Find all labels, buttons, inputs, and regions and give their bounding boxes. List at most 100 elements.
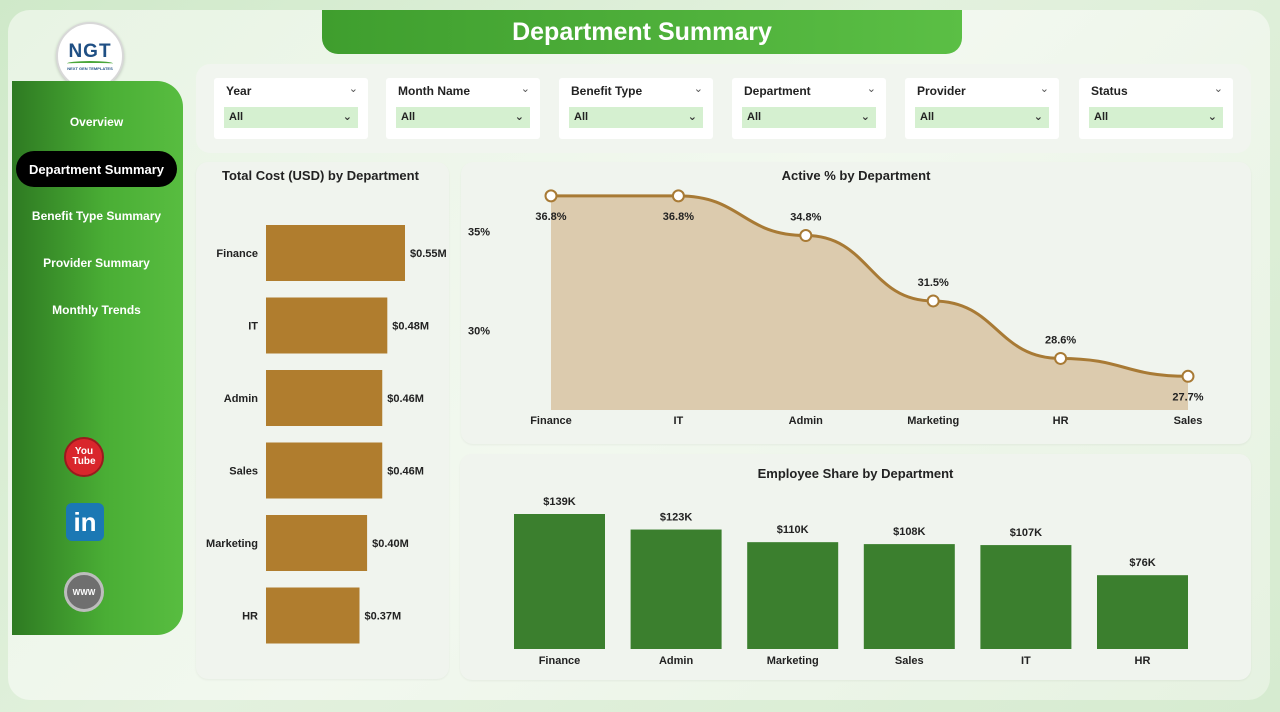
data-point bbox=[671, 189, 685, 203]
chevron-down-icon[interactable]: ⌄ bbox=[348, 83, 358, 95]
data-label: $0.37M bbox=[365, 611, 402, 623]
month-name-select[interactable]: All ⌄ bbox=[396, 107, 530, 128]
filter-year: Year ⌄ All ⌄ bbox=[214, 78, 368, 139]
filter-provider: Provider ⌄ All ⌄ bbox=[905, 78, 1059, 139]
x-tick-label: Finance bbox=[539, 655, 581, 667]
status-select[interactable]: All ⌄ bbox=[1089, 107, 1223, 128]
x-tick-label: Finance bbox=[530, 415, 572, 427]
data-label: $110K bbox=[777, 524, 809, 536]
bar bbox=[266, 587, 360, 644]
nav-benefit-type-summary[interactable]: Benefit Type Summary bbox=[31, 209, 162, 223]
active-percent-card: Active % by Department 35% 30% 36.8% Financ… bbox=[461, 162, 1251, 444]
data-label: $139K bbox=[543, 496, 575, 508]
filter-department: Department ⌄ All ⌄ bbox=[732, 78, 886, 139]
logo-swoosh bbox=[67, 61, 113, 66]
filter-label: Department bbox=[744, 84, 811, 98]
x-tick-label: HR bbox=[1135, 655, 1151, 667]
x-tick-label: Sales bbox=[895, 655, 924, 667]
total-cost-chart: Finance $0.55M IT $0.48M Admin $0.46M Sales $0.… bbox=[206, 225, 447, 644]
filter-label: Provider bbox=[917, 84, 966, 98]
nav-monthly-trends[interactable]: Monthly Trends bbox=[52, 303, 141, 317]
logo-text: NGT bbox=[68, 41, 112, 62]
x-tick-label: Marketing bbox=[767, 655, 819, 667]
total-cost-card: Total Cost (USD) by Department Finance $0… bbox=[196, 162, 449, 679]
filter-label: Status bbox=[1091, 84, 1128, 98]
chart-title: Total Cost (USD) by Department bbox=[222, 168, 419, 183]
chevron-down-icon[interactable]: ⌄ bbox=[1039, 83, 1049, 95]
chevron-down-icon: ⌄ bbox=[687, 111, 697, 123]
employee-share-card: Employee Share by Department $139K Financ… bbox=[460, 454, 1251, 680]
data-point bbox=[544, 189, 558, 203]
chevron-down-icon[interactable]: ⌄ bbox=[520, 83, 530, 95]
filter-month-name: Month Name ⌄ All ⌄ bbox=[386, 78, 540, 139]
chevron-down-icon[interactable]: ⌄ bbox=[693, 83, 703, 95]
filter-status: Status ⌄ All ⌄ bbox=[1079, 78, 1233, 139]
x-tick-label: HR bbox=[1053, 415, 1069, 427]
bar bbox=[980, 545, 1072, 649]
bar bbox=[266, 370, 383, 426]
category-label: Admin bbox=[224, 393, 259, 405]
active-percent-chart: 35% 30% 36.8% Finance 36.8% IT 34.8% Admin 31.5%… bbox=[468, 189, 1204, 427]
bar bbox=[266, 225, 405, 281]
x-tick-label: IT bbox=[674, 415, 684, 427]
filter-value: All bbox=[229, 111, 244, 123]
y-tick-label: 35% bbox=[468, 227, 490, 239]
bar bbox=[630, 529, 722, 649]
filter-value: All bbox=[1094, 111, 1109, 123]
bar bbox=[1097, 575, 1188, 649]
youtube-icon-bottom: Tube bbox=[72, 456, 96, 467]
logo: NGT NEXT GEN TEMPLATES bbox=[56, 22, 124, 90]
data-point bbox=[1181, 369, 1195, 383]
year-select[interactable]: All ⌄ bbox=[224, 107, 358, 128]
category-label: Finance bbox=[216, 248, 258, 260]
data-label: $0.48M bbox=[392, 321, 429, 333]
x-tick-label: Marketing bbox=[907, 415, 959, 427]
nav-overview[interactable]: Overview bbox=[69, 115, 124, 129]
x-tick-label: Admin bbox=[789, 415, 824, 427]
chevron-down-icon: ⌄ bbox=[514, 111, 524, 123]
chevron-down-icon[interactable]: ⌄ bbox=[866, 83, 876, 95]
employee-share-chart: $139K Finance $123K Admin $110K Marketing $108… bbox=[514, 496, 1188, 667]
chevron-down-icon: ⌄ bbox=[1033, 111, 1043, 123]
data-label: $108K bbox=[893, 526, 925, 538]
linkedin-icon[interactable]: in bbox=[66, 503, 104, 541]
bar bbox=[747, 542, 839, 649]
data-label: 36.8% bbox=[663, 211, 694, 223]
filter-benefit-type: Benefit Type ⌄ All ⌄ bbox=[559, 78, 713, 139]
filter-label: Month Name bbox=[398, 84, 470, 98]
filter-panel: Year ⌄ All ⌄ Month Name ⌄ All ⌄ Benefit Ty… bbox=[196, 64, 1251, 153]
data-label: 28.6% bbox=[1045, 334, 1076, 346]
area-fill bbox=[551, 195, 1188, 410]
bar bbox=[863, 544, 955, 649]
data-point bbox=[926, 294, 940, 308]
chevron-down-icon: ⌄ bbox=[342, 111, 352, 123]
chevron-down-icon[interactable]: ⌄ bbox=[1213, 83, 1223, 95]
nav-department-summary[interactable]: Department Summary bbox=[16, 151, 177, 187]
category-label: HR bbox=[242, 611, 258, 623]
category-label: Marketing bbox=[206, 538, 258, 550]
provider-select[interactable]: All ⌄ bbox=[915, 107, 1049, 128]
data-label: 36.8% bbox=[535, 211, 566, 223]
y-tick-label: 30% bbox=[468, 326, 490, 338]
filter-label: Benefit Type bbox=[571, 84, 643, 98]
youtube-icon[interactable]: You Tube bbox=[64, 437, 104, 477]
data-label: $0.40M bbox=[372, 538, 409, 550]
filter-value: All bbox=[401, 111, 416, 123]
filter-value: All bbox=[747, 111, 762, 123]
sidebar: Overview Department Summary Benefit Type… bbox=[12, 81, 183, 635]
bar bbox=[266, 515, 368, 571]
data-point bbox=[1054, 351, 1068, 365]
data-label: $123K bbox=[660, 512, 692, 524]
department-select[interactable]: All ⌄ bbox=[742, 107, 876, 128]
chart-title: Active % by Department bbox=[781, 168, 931, 183]
benefit-type-select[interactable]: All ⌄ bbox=[569, 107, 703, 128]
filter-label: Year bbox=[226, 84, 252, 98]
nav-provider-summary[interactable]: Provider Summary bbox=[43, 256, 150, 270]
page-title: Department Summary bbox=[322, 10, 962, 54]
x-tick-label: IT bbox=[1021, 655, 1031, 667]
website-globe-icon[interactable]: WWW bbox=[64, 572, 104, 612]
data-label: 34.8% bbox=[790, 212, 821, 224]
data-label: $107K bbox=[1010, 527, 1042, 539]
data-label: 27.7% bbox=[1172, 391, 1203, 403]
data-label: $0.55M bbox=[410, 248, 447, 260]
